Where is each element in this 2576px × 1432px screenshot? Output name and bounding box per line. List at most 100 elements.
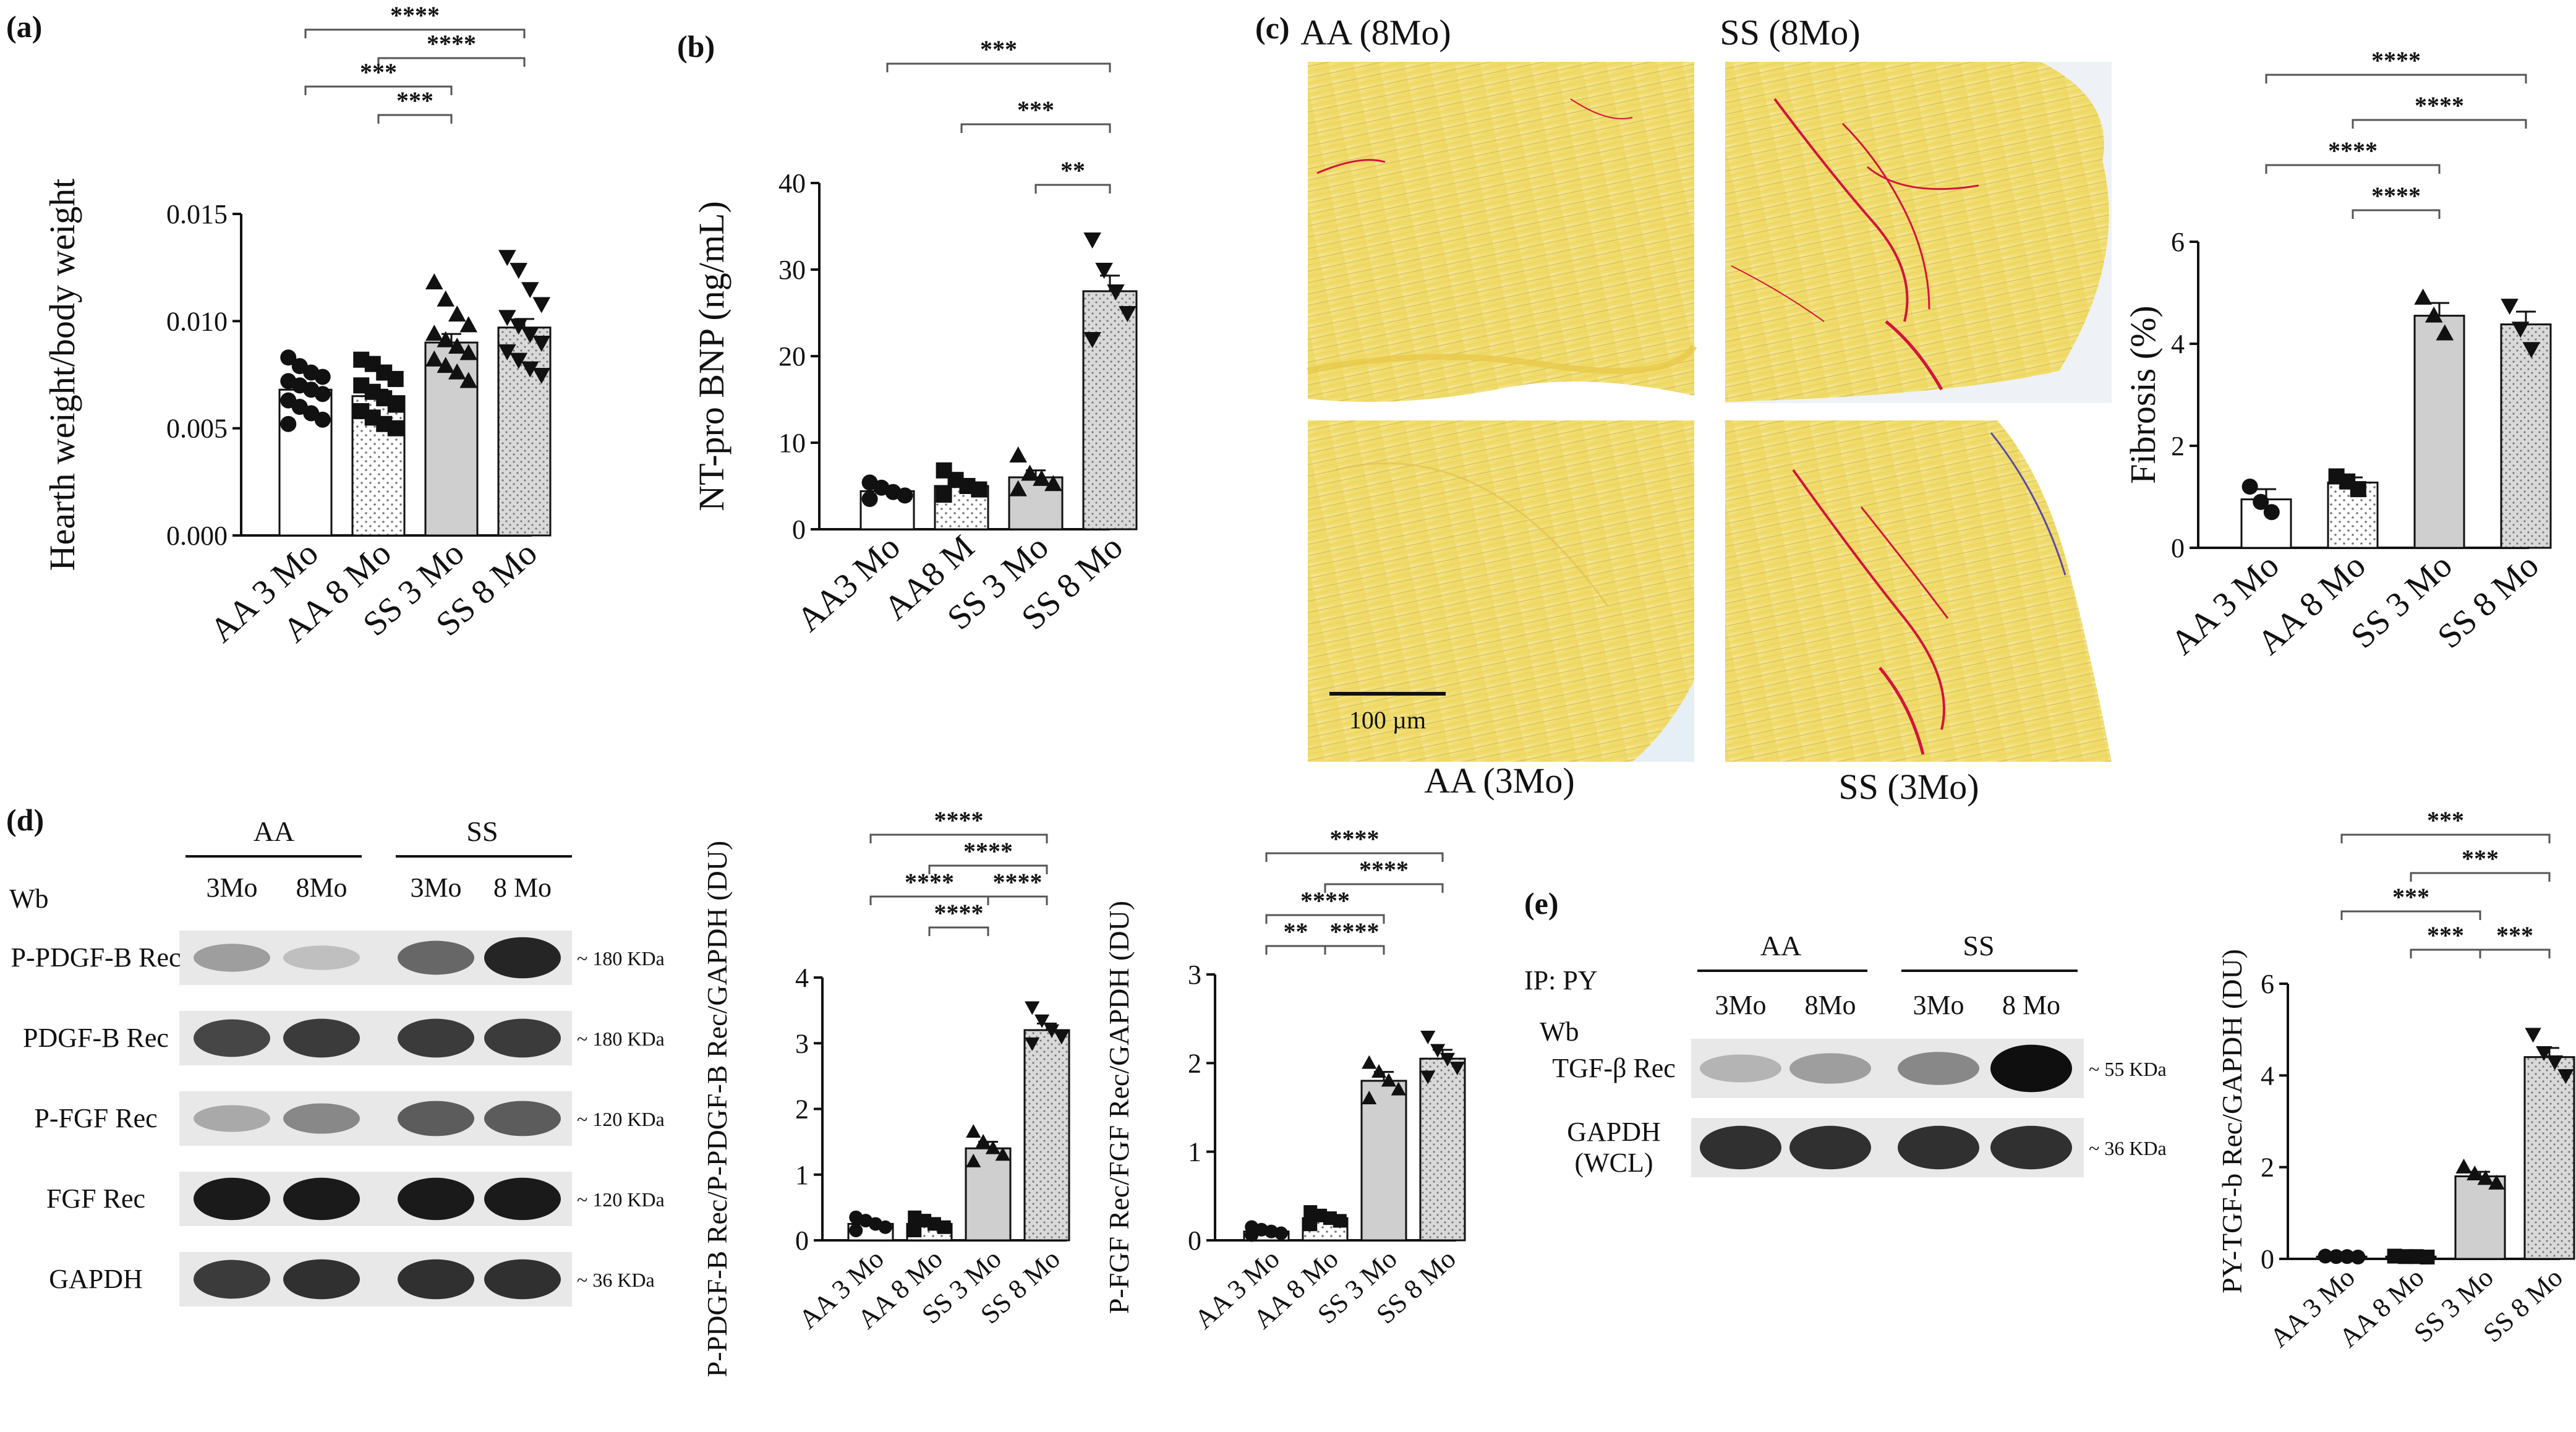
data-point [2536,1046,2553,1062]
significance-label: **** [1330,825,1380,853]
y-tick-label: 0 [2171,533,2185,563]
data-point [1054,1031,1069,1045]
y-axis-label: P-PDGF-B Rec/P-PDGF-B Rec/GAPDH (DU) [701,841,733,1378]
data-point [1044,475,1062,492]
data-point [532,367,551,384]
blot-band [1990,1044,2072,1093]
data-point [897,487,913,504]
blot-band [194,944,270,972]
blot-band [1898,1052,1979,1085]
blot-e-group-ss: SS [1963,930,1994,961]
data-point [1420,1030,1436,1044]
significance-label: ** [1284,918,1308,945]
y-tick-label: 2 [2261,1153,2274,1183]
data-point [2511,322,2530,338]
chart-heart-weight: 0.000 0.005 0.010 0.015 Hearth weight/body w… [42,1,552,650]
data-point [1391,1081,1406,1096]
data-point [1021,464,1039,481]
data-point [1371,1064,1387,1078]
data-point [510,352,528,369]
data-point [280,416,297,432]
data-point [1430,1044,1446,1058]
blot-kda: ~ 120 KDa [577,1108,665,1130]
y-tick-label: 2 [795,1094,809,1125]
blot-kda: ~ 36 KDa [577,1269,655,1291]
significance-label: *** [2496,921,2533,949]
y-tick-label: 0 [795,1225,809,1256]
significance-label: **** [993,868,1043,896]
data-point [1083,331,1101,348]
x-tick-label: SS 8 Mo [2477,1262,2568,1349]
y-tick-label: 4 [2261,1060,2274,1091]
histo-caption-top-right: SS (8Mo) [1720,12,1860,53]
data-point [425,350,443,367]
data-point [1362,1055,1377,1069]
blot-kda: ~ 180 KDa [577,947,665,970]
data-point [521,361,539,378]
significance-label: **** [1359,856,1409,884]
blot-label: P-FGF Rec [34,1103,157,1133]
bar [2413,315,2465,549]
significance-bracket [1265,852,1444,862]
blot-e-lane-3: 3Mo [1913,990,1964,1020]
y-tick-label: 30 [778,255,806,285]
significance-bracket [886,62,1111,72]
blot-label: P-PDGF-B Rec [11,942,181,973]
blot-e-lane-1: 3Mo [1715,990,1766,1020]
significance-label: **** [2328,137,2378,164]
data-point [2420,1250,2435,1265]
data-point [459,316,478,333]
significance-bracket [928,864,1048,874]
significance-bracket [1324,945,1385,955]
significance-label: **** [1300,887,1350,914]
data-point [448,305,466,322]
blot-band [194,1177,270,1221]
significance-label: ** [1060,156,1085,184]
data-point [314,369,331,385]
panel-a-letter: (a) [6,9,42,44]
bar [1360,1080,1407,1242]
data-point [498,310,516,326]
bar [1419,1057,1466,1242]
y-tick-label: 40 [778,168,806,198]
y-tick-label: 0 [792,514,806,545]
data-point [1119,305,1137,322]
data-point [971,481,987,498]
significance-label: **** [934,899,984,927]
chart-p-pdgf: 0 1 2 3 4 P-PDGF-B Rec/P-PDGF-B Rec/GAPDH (DU… [701,806,1070,1378]
data-point [425,325,443,341]
blot-d-lane-2: 8Mo [296,872,347,903]
data-point [849,1224,863,1238]
significance-label: **** [905,868,954,896]
blot-band [194,1259,270,1299]
data-point [2253,493,2269,510]
significance-label: **** [2415,92,2464,119]
significance-bracket [2479,948,2551,958]
histo-caption-top-left: AA (8Mo) [1300,12,1451,53]
data-point [2522,342,2541,359]
blot-d-lane-1: 3Mo [206,872,257,903]
data-point [1033,469,1051,486]
y-axis-label: NT-pro BNP (ng/mL) [691,201,731,511]
significance-bracket [869,833,1048,843]
data-point [521,282,539,299]
y-tick-label: 0.000 [166,521,228,551]
blot-band [398,1018,474,1058]
y-tick-label: 4 [795,963,809,993]
blot-kda: ~ 55 KDa [2089,1058,2167,1080]
blot-d-group-ss: SS [466,816,498,847]
histo-image-aa-3mo [1308,420,1694,762]
significance-bracket [2340,910,2481,920]
data-point [1107,284,1125,300]
blot-d-wb-label: Wb [9,884,49,914]
data-point [2318,1248,2333,1264]
blot-band [1700,1125,1781,1170]
y-tick-label: 0.015 [166,199,228,229]
significance-label: *** [2392,883,2429,911]
significance-bracket [928,926,989,936]
data-point [861,491,878,507]
data-point [1245,1228,1259,1242]
